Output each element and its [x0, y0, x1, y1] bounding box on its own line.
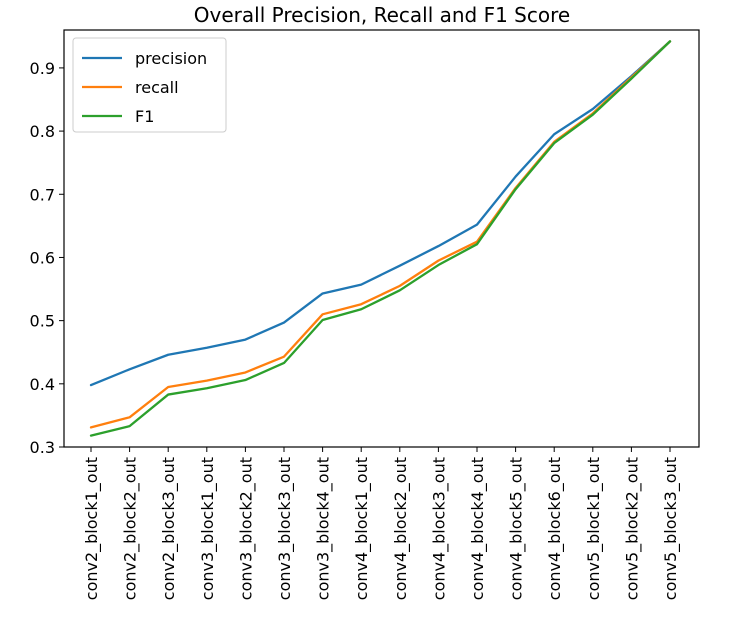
axes: 0.3 0.4 0.5 0.6 0.7 0.8 0.9 conv2_block1_out con…: [30, 29, 700, 600]
x-tick-label: conv2_block2_out: [121, 457, 141, 600]
legend-label-f1: F1: [135, 107, 154, 126]
series-line-precision: [89, 40, 672, 387]
x-tick-label: conv3_block1_out: [198, 457, 218, 600]
y-tick-label: 0.3: [30, 438, 55, 457]
x-tick-label: conv4_block6_out: [545, 457, 565, 600]
y-tick-label: 0.5: [30, 312, 55, 331]
x-tick-label: conv2_block1_out: [82, 457, 102, 600]
x-tick-label: conv4_block2_out: [391, 457, 411, 600]
legend-label-precision: precision: [135, 49, 207, 68]
x-tick-label: conv5_block2_out: [622, 457, 642, 600]
x-tick-label: conv3_block2_out: [236, 457, 256, 600]
y-tick-label: 0.6: [30, 248, 55, 267]
plot-frame: [63, 29, 700, 448]
legend-label-recall: recall: [135, 78, 179, 97]
x-tick-label: conv4_block3_out: [429, 457, 449, 600]
legend: precision recall F1: [72, 37, 227, 133]
chart-title: Overall Precision, Recall and F1 Score: [194, 3, 570, 27]
plot-area: [89, 40, 672, 437]
x-tick-label: conv2_block3_out: [159, 457, 179, 600]
x-tick-label: conv5_block1_out: [584, 457, 604, 600]
legend-box: [72, 37, 227, 133]
x-tick-label: conv4_block1_out: [352, 457, 372, 600]
x-tick-label: conv4_block4_out: [468, 457, 488, 600]
y-tick-label: 0.8: [30, 122, 55, 141]
x-tick-label: conv3_block3_out: [275, 457, 295, 600]
y-tick-label: 0.9: [30, 59, 55, 78]
y-tick-label: 0.4: [30, 375, 55, 394]
series-line-f1: [89, 40, 672, 437]
x-tick-label: conv3_block4_out: [314, 457, 334, 600]
x-tick-label: conv5_block3_out: [661, 457, 681, 600]
x-tick-label: conv4_block5_out: [507, 457, 527, 600]
y-tick-label: 0.7: [30, 185, 55, 204]
